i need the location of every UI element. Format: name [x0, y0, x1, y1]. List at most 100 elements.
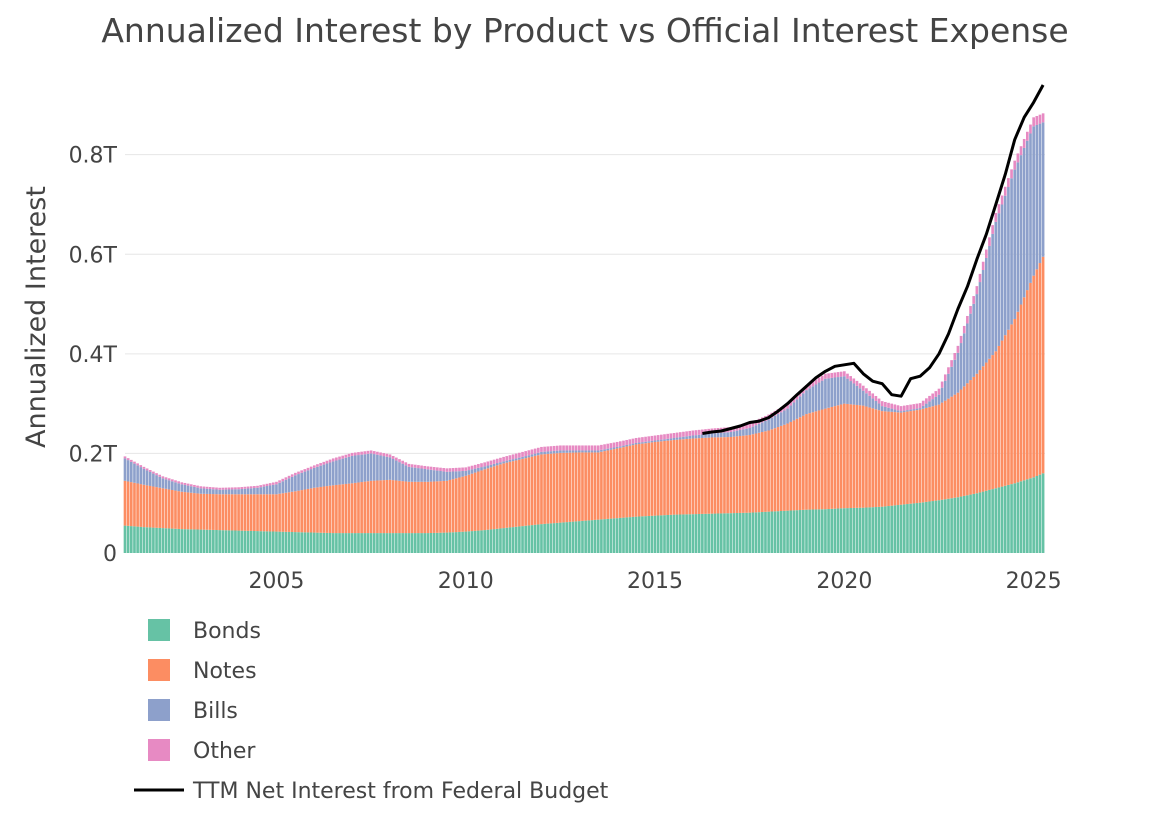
bar-notes [666, 440, 669, 515]
bar-notes [126, 481, 130, 526]
bar-notes [656, 441, 660, 516]
bar-notes [622, 447, 625, 518]
bar-notes [256, 494, 259, 532]
bar-bonds [1000, 486, 1004, 553]
bar-notes [271, 494, 275, 532]
bar-other [1013, 160, 1017, 170]
bar-bills [843, 376, 846, 404]
bar-bills [133, 463, 136, 483]
bar-other [950, 360, 953, 367]
bar-other [278, 480, 281, 483]
bar-notes [641, 443, 644, 517]
bar-bills [757, 423, 761, 433]
bar-bonds [830, 508, 834, 553]
bar-bills [376, 454, 379, 481]
bar-notes [969, 380, 972, 495]
bar-notes [344, 483, 348, 534]
bar-notes [353, 482, 357, 534]
bar-bills [637, 442, 641, 445]
bar-notes [1038, 263, 1042, 475]
bar-bonds [947, 498, 950, 553]
bar-notes [533, 455, 537, 525]
bar-other [360, 451, 363, 455]
bar-bills [391, 458, 395, 481]
bar-bonds [760, 512, 764, 553]
bar-other [836, 372, 840, 378]
bar-bills [253, 488, 256, 495]
bar-bonds [199, 529, 203, 553]
bar-bonds [413, 533, 417, 553]
bar-other [164, 477, 168, 480]
bar-bonds [189, 529, 193, 553]
bar-other [281, 478, 285, 482]
bar-bonds [366, 533, 370, 553]
bar-notes [820, 409, 824, 510]
bar-notes [215, 494, 218, 531]
bar-other [918, 403, 922, 409]
bar-bonds [221, 530, 225, 553]
bar-other [669, 433, 673, 439]
bar-notes [868, 407, 871, 508]
bar-other [906, 405, 909, 411]
bar-other [619, 441, 622, 447]
bar-bonds [981, 491, 985, 553]
bar-notes [565, 452, 569, 523]
bar-notes [164, 488, 168, 529]
bar-bills [789, 405, 793, 422]
bar-bills [379, 455, 382, 481]
bar-notes [574, 452, 578, 522]
bar-other [887, 402, 890, 408]
bar-bonds [508, 527, 512, 553]
bar-notes [454, 478, 458, 533]
bar-bills [682, 436, 685, 440]
bar-notes [357, 482, 360, 534]
bar-bills [218, 489, 221, 495]
bar-bills [710, 433, 714, 438]
bar-other [521, 451, 524, 457]
bar-notes [158, 487, 162, 528]
bar-bonds [716, 513, 720, 553]
bar-bonds [303, 532, 307, 553]
bar-other [331, 458, 335, 462]
bar-other [167, 478, 171, 481]
bar-notes [748, 434, 752, 513]
bar-bills [177, 483, 180, 492]
bar-notes [691, 438, 695, 515]
bar-bonds [432, 532, 436, 553]
bar-bonds [672, 514, 676, 553]
bar-bonds [454, 532, 458, 553]
bar-other [622, 440, 625, 446]
bar-other [458, 467, 461, 472]
bar-bonds [641, 516, 644, 553]
bar-bills [439, 471, 442, 482]
bar-notes [928, 407, 931, 502]
bar-other [363, 451, 367, 455]
bar-notes [177, 491, 180, 529]
bar-bonds [395, 533, 398, 553]
bar-bills [811, 386, 815, 413]
bar-other [559, 445, 562, 451]
bar-bonds [530, 525, 534, 553]
bar-bills [319, 465, 322, 487]
bar-bills [612, 447, 616, 450]
bar-other [199, 486, 203, 489]
bar-notes [218, 494, 221, 531]
bar-bills [164, 479, 168, 489]
bar-bills [265, 486, 269, 495]
bar-bonds [887, 506, 890, 553]
bar-other [584, 445, 587, 451]
bar-other [1026, 131, 1029, 141]
bar-other [751, 421, 755, 427]
bar-notes [303, 489, 307, 533]
bar-bills [477, 467, 480, 472]
bar-notes [1003, 335, 1007, 486]
legend-swatch-bills [148, 699, 170, 721]
bar-bills [808, 388, 811, 414]
bar-other [404, 462, 408, 466]
bar-other [353, 452, 357, 456]
bar-bills [224, 489, 228, 495]
bar-bills [871, 398, 875, 409]
bar-bills [426, 469, 430, 482]
bar-other [843, 371, 846, 377]
bar-bonds [653, 515, 657, 553]
